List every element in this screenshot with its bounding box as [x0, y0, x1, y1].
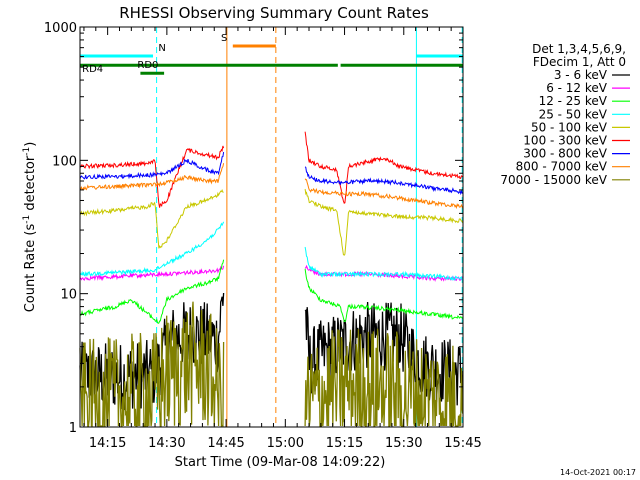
series-7-line-0 [79, 163, 225, 191]
y-axis-label-sup2: -1 [22, 147, 32, 156]
series-4-line-1 [304, 188, 464, 256]
y-tick-label-3: 1000 [44, 21, 77, 36]
x-tick-label-1: 14:30 [148, 436, 185, 451]
x-axis-label: Start Time (09-Mar-08 14:09:22) [175, 455, 386, 470]
x-tick-label-3: 15:00 [267, 436, 304, 451]
y-tick-label-1: 10 [60, 288, 77, 303]
legend-label-7: 800 - 7000 keV [516, 160, 608, 174]
series-3-line-0 [79, 221, 225, 277]
x-tick-label-0: 14:15 [89, 436, 126, 451]
series-7-line-1 [304, 178, 464, 210]
legend: Det 1,3,4,5,6,9,FDecim 1, Att 03 - 6 keV… [500, 42, 630, 187]
legend-label-4: 50 - 100 keV [531, 120, 608, 134]
series-5-line-0 [79, 145, 225, 208]
legend-label-0: 3 - 6 keV [554, 68, 608, 82]
x-tick-label-4: 15:15 [326, 436, 363, 451]
x-tick-label-5: 15:30 [385, 436, 422, 451]
series-8-line-0 [79, 301, 225, 428]
y-tick-label-2: 100 [52, 154, 77, 169]
legend-header-0: Det 1,3,4,5,6,9, [532, 42, 626, 56]
series-8-line-1 [304, 328, 464, 427]
chart-title: RHESSI Observing Summary Count Rates [119, 4, 429, 22]
y-axis: 1 10 100 1000 [44, 21, 463, 436]
y-axis-label-part2: detector [23, 155, 38, 215]
flag-label-s: S [221, 33, 227, 44]
annotation-layer: N S RD4 RD0 [80, 27, 463, 427]
legend-header-1: FDecim 1, Att 0 [533, 55, 626, 69]
timestamp: 14-Oct-2021 00:17 [560, 468, 636, 477]
series-layer [79, 131, 464, 428]
legend-label-1: 6 - 12 keV [546, 81, 608, 95]
x-axis: 14:15 14:30 14:45 15:00 15:15 15:30 15:45 [83, 27, 482, 451]
series-3-line-1 [304, 246, 464, 282]
legend-label-8: 7000 - 15000 keV [500, 173, 607, 187]
y-axis-label-sup1: -1 [22, 215, 32, 224]
x-tick-label-6: 15:45 [444, 436, 481, 451]
series-5-line-1 [304, 131, 464, 204]
legend-label-5: 100 - 300 keV [523, 134, 607, 148]
flag-label-rd4: RD4 [82, 64, 103, 75]
legend-label-2: 12 - 25 keV [539, 94, 608, 108]
series-2-line-1 [304, 268, 464, 322]
series-6-line-1 [304, 166, 464, 196]
series-4-line-0 [79, 188, 224, 249]
y-axis-label-part3: ) [23, 142, 38, 147]
legend-label-3: 25 - 50 keV [539, 107, 608, 121]
plot-frame [79, 26, 464, 428]
series-1-line-0 [79, 265, 225, 282]
flag-label-rd0: RD0 [137, 60, 158, 71]
series-2-line-0 [79, 259, 225, 324]
y-tick-label-0: 1 [69, 421, 77, 436]
x-tick-label-2: 14:45 [207, 436, 244, 451]
series-6-line-0 [79, 152, 225, 180]
y-axis-label-part1: Count Rate (s [23, 224, 38, 313]
legend-label-6: 300 - 800 keV [523, 147, 607, 161]
y-axis-label: Count Rate (s-1 detector-1) [22, 142, 38, 313]
flag-label-n: N [158, 43, 165, 54]
